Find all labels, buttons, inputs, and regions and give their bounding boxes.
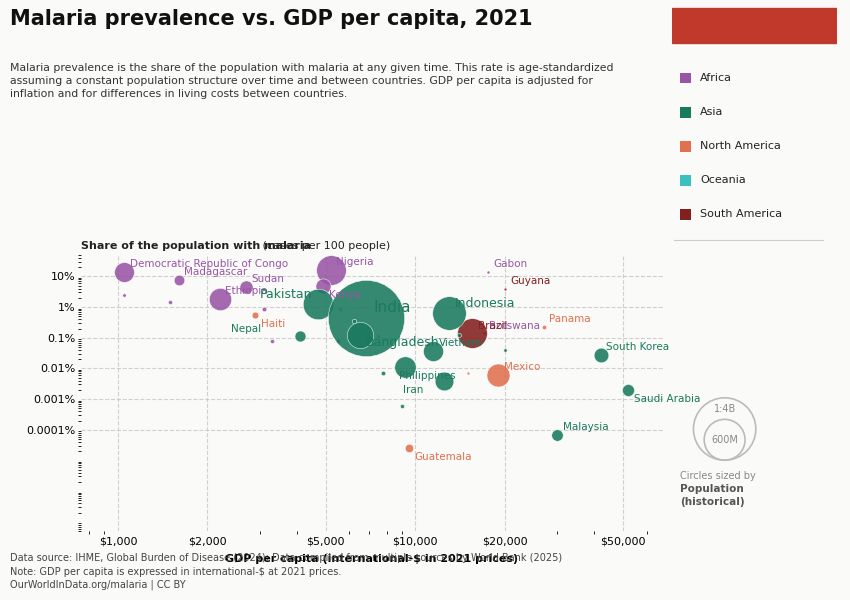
Text: Nepal: Nepal	[230, 324, 261, 334]
Point	[69, 264, 82, 274]
Text: Malaysia: Malaysia	[563, 422, 609, 432]
Text: Pakistan: Pakistan	[260, 288, 312, 301]
Text: Botswana: Botswana	[490, 320, 541, 331]
Text: OurWorldInData.org/malaria | CC BY: OurWorldInData.org/malaria | CC BY	[10, 580, 186, 590]
Point	[311, 299, 325, 308]
Point	[324, 265, 337, 275]
Point	[498, 284, 512, 293]
Point	[452, 331, 466, 340]
Point	[332, 336, 345, 346]
Text: Panama: Panama	[549, 314, 591, 325]
Text: North America: North America	[700, 141, 781, 151]
Text: Ethiopia: Ethiopia	[225, 286, 268, 296]
Text: Vietnam: Vietnam	[439, 338, 483, 348]
Text: Circles sized by: Circles sized by	[680, 471, 756, 481]
Text: Indonesia: Indonesia	[455, 297, 515, 310]
Point	[117, 267, 131, 277]
Point	[477, 328, 490, 338]
Point	[258, 304, 271, 313]
Point	[359, 313, 372, 323]
Text: Oceania: Oceania	[700, 175, 745, 185]
Text: Data source: IHME, Global Burden of Disease (2024); Data compiled from multiple : Data source: IHME, Global Burden of Dise…	[10, 553, 563, 563]
Text: Saudi Arabia: Saudi Arabia	[634, 394, 700, 404]
Text: Burundi: Burundi	[0, 599, 1, 600]
Point	[621, 385, 635, 395]
Text: Gabon: Gabon	[493, 259, 527, 269]
Text: 1:4B: 1:4B	[713, 404, 736, 414]
Text: (historical): (historical)	[680, 497, 745, 507]
Point	[438, 376, 451, 385]
Text: Iran: Iran	[403, 385, 423, 395]
Point	[537, 322, 551, 332]
Point	[117, 290, 131, 299]
Point	[461, 368, 474, 378]
Point	[481, 267, 495, 277]
Point	[377, 368, 390, 378]
Text: South Korea: South Korea	[606, 342, 670, 352]
Text: Malaria prevalence vs. GDP per capita, 2021: Malaria prevalence vs. GDP per capita, 2…	[10, 9, 533, 29]
Point	[316, 281, 330, 291]
Point	[265, 336, 279, 346]
Text: Sudan: Sudan	[252, 274, 285, 284]
Text: Kenya: Kenya	[329, 290, 360, 300]
Text: Mexico: Mexico	[504, 362, 541, 373]
Text: Nigeria: Nigeria	[337, 257, 374, 268]
Point	[498, 345, 512, 355]
Point	[240, 282, 253, 292]
Text: India: India	[374, 300, 411, 315]
Point	[163, 297, 177, 307]
Text: Asia: Asia	[700, 107, 723, 117]
Text: Brazil: Brazil	[478, 320, 507, 331]
Point	[213, 295, 227, 304]
Text: Madagascar: Madagascar	[184, 268, 247, 277]
Point	[249, 310, 263, 320]
Point	[465, 328, 479, 338]
Point	[594, 350, 608, 359]
Point	[172, 275, 185, 285]
Text: (cases per 100 people): (cases per 100 people)	[259, 241, 390, 251]
Text: Democratic Republic of Congo: Democratic Republic of Congo	[130, 259, 288, 269]
Text: Bangladesh: Bangladesh	[366, 336, 439, 349]
Text: Haiti: Haiti	[261, 319, 286, 329]
X-axis label: GDP per capita (international-$ in 2021 prices): GDP per capita (international-$ in 2021 …	[225, 553, 518, 563]
Text: Africa: Africa	[700, 73, 732, 83]
Point	[395, 401, 409, 411]
Point	[427, 346, 440, 355]
Point	[353, 331, 366, 340]
Point	[398, 362, 411, 372]
Point	[347, 316, 360, 326]
Point	[371, 332, 385, 341]
Text: Population: Population	[680, 484, 744, 494]
Point	[293, 332, 307, 341]
Text: Philippines: Philippines	[399, 371, 456, 381]
Point	[402, 443, 416, 453]
Point	[443, 308, 456, 317]
Text: South America: South America	[700, 209, 782, 220]
Point	[334, 304, 348, 313]
Text: Note: GDP per capita is expressed in international-$ at 2021 prices.: Note: GDP per capita is expressed in int…	[10, 567, 342, 577]
Text: Malaria prevalence is the share of the population with malaria at any given time: Malaria prevalence is the share of the p…	[10, 63, 614, 100]
Text: Share of the population with malaria: Share of the population with malaria	[81, 241, 311, 251]
Text: Guyana: Guyana	[511, 276, 551, 286]
Point	[491, 370, 505, 380]
Text: Guatemala: Guatemala	[414, 452, 472, 462]
Point	[551, 430, 564, 439]
Text: 600M: 600M	[711, 435, 738, 445]
